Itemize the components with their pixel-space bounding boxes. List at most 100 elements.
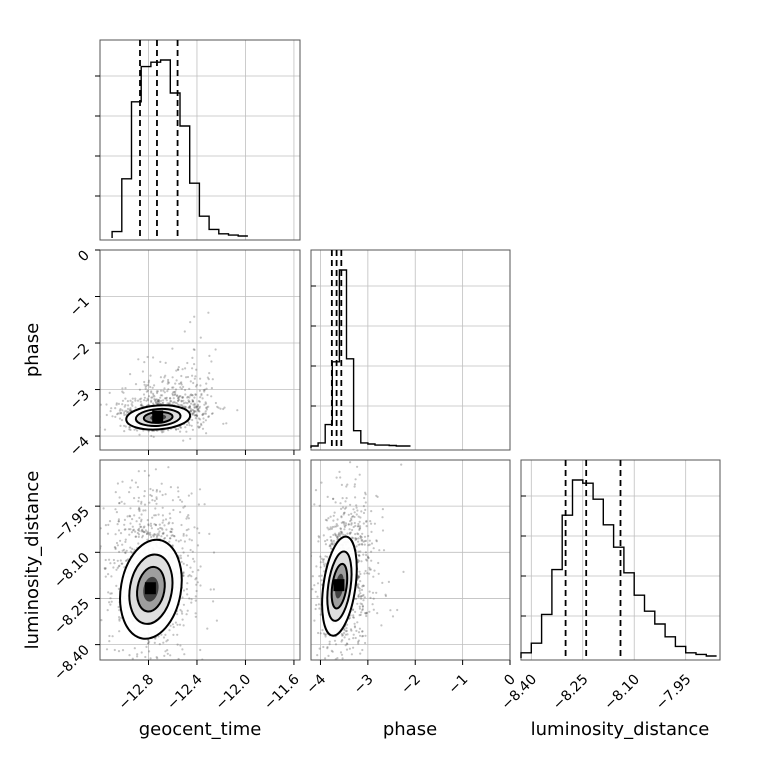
panel-1-0-point (189, 409, 192, 412)
panel-2-1-point (333, 663, 335, 665)
panel-1-0-point (146, 389, 149, 392)
panel-2-1-point (362, 593, 365, 597)
panel-1-0-point (199, 418, 202, 421)
panel-1-0-point (157, 399, 160, 402)
panel-2-0-point (194, 612, 197, 615)
panel-2-1-point (332, 497, 335, 500)
panel-2-1-point (326, 646, 329, 649)
panel-2-0-point (176, 623, 179, 626)
panel-2-1-point (357, 586, 360, 590)
panel-2-0-point (190, 601, 193, 604)
panel-2-0-point (137, 533, 141, 536)
panel-2-0-point (154, 524, 157, 527)
panel-2-1-point (358, 559, 361, 563)
panel-2-0-point (117, 650, 121, 653)
panel-2-0-point (161, 521, 164, 524)
panel-2-1-point (352, 646, 355, 649)
y-tick-label-phase-1: −3 (67, 387, 93, 413)
panel-1-0-point (143, 383, 146, 386)
panel-1-0-point (192, 411, 195, 414)
panel-2-1-point (355, 537, 358, 541)
panel-2-1-point (316, 654, 319, 657)
panel-2-1-point (344, 522, 348, 525)
panel-1-0-point (116, 413, 119, 416)
panel-1-0-point (142, 393, 146, 396)
panel-2-1-point (360, 597, 363, 600)
panel-2-0-point (143, 469, 146, 473)
panel-1-0-point (175, 428, 178, 431)
panel-2-1-point (344, 630, 348, 633)
panel-1-0-point (198, 410, 201, 413)
panel-1-0-point (182, 439, 185, 442)
panel-2-0-point (153, 671, 155, 673)
panel-2-1-point (344, 633, 347, 636)
panel-2-1-point (358, 527, 361, 530)
panel-2-1-point (349, 461, 352, 464)
panel-1-0-point (189, 321, 192, 324)
panel-1-0-point (171, 392, 174, 395)
panel-2-0-point (141, 536, 144, 539)
panel-1-0-point (195, 383, 199, 386)
y-tick-label-ld-0: −8.40 (51, 642, 93, 684)
panel-1-0-point (111, 415, 114, 418)
panel-2-0-point (130, 531, 133, 534)
panel-2-0-point (161, 506, 164, 509)
panel-2-0-point (116, 559, 119, 562)
panel-2-0-point (138, 523, 141, 526)
panel-2-0-point (170, 530, 173, 534)
panel-2-0-point (129, 522, 132, 525)
panel-2-0-point (133, 647, 136, 650)
panel-2-0-point (151, 516, 154, 519)
panel-2-0-point (127, 528, 130, 531)
panel-2-0-point (120, 562, 123, 565)
panel-2-0-point (203, 503, 206, 506)
panel-2-1-point (329, 543, 332, 547)
panel-2-0-point (182, 603, 185, 606)
panel-2-0-point (155, 488, 158, 492)
panel-1-0-point (156, 398, 159, 401)
panel-2-1-point (340, 653, 344, 656)
panel-2-0-point (150, 527, 153, 530)
panel-1-0-point (147, 395, 151, 398)
panel-2-0-point (148, 650, 151, 653)
panel-2-1-point (317, 535, 320, 538)
panel-2-0-point (117, 529, 121, 532)
panel-2-0-point (128, 654, 131, 657)
panel-2-1-point (346, 532, 349, 535)
panel-1-0-point (190, 408, 193, 411)
panel-2-1-point (354, 533, 357, 536)
panel-1-0-point (182, 385, 185, 388)
panel-1-0-point (136, 399, 140, 402)
panel-1-0-point (134, 383, 138, 386)
panel-1-0-point (163, 387, 166, 390)
panel-2-0-point (166, 639, 169, 642)
panel-2-0-point (169, 624, 172, 627)
panel-2-0-point (186, 515, 189, 518)
panel-2-1-point (357, 593, 360, 596)
panel-2-0-point (109, 603, 112, 606)
panel-1-0-point (193, 406, 196, 409)
panel-2-0-point (149, 493, 152, 497)
panel-2-0-point (169, 654, 172, 657)
panel-2-0-point (146, 538, 149, 541)
panel-2-0-point (147, 531, 150, 535)
panel-2-0-point (180, 610, 183, 613)
panel-2-1-point (315, 603, 318, 607)
panel-2-1-point (377, 572, 380, 575)
x-tick-label-phase-2: −2 (398, 672, 424, 698)
panel-1-0-point (138, 388, 141, 391)
panel-2-1-point (351, 537, 355, 540)
panel-2-1-point (365, 553, 368, 557)
panel-2-0-point (116, 544, 119, 547)
panel-1-0-point (128, 426, 131, 429)
panel-2-0-point (165, 640, 168, 643)
panel-2-0-point (111, 635, 114, 638)
panel-1-0-point (150, 391, 153, 394)
panel-2-0-point (145, 532, 148, 536)
panel-2-1-point (332, 514, 335, 517)
panel-2-0-point (166, 649, 169, 652)
panel-2-0-point (134, 535, 138, 538)
panel-1-0-point (147, 384, 150, 387)
panel-1-0-point (191, 398, 194, 402)
panel-2-1-point (364, 491, 367, 494)
